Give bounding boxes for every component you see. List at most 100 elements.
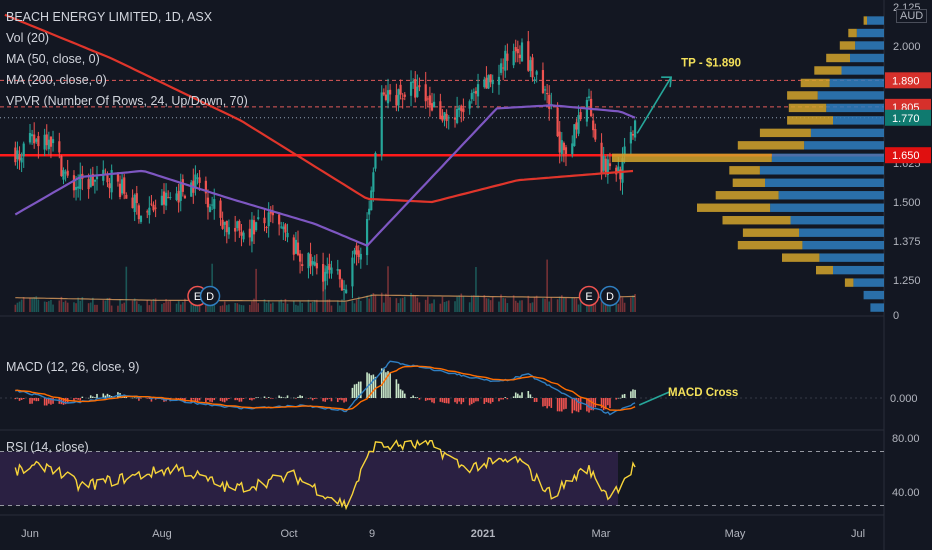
candle-body — [399, 84, 402, 95]
candle-body — [468, 101, 471, 109]
vpvr-up-bar — [870, 303, 884, 312]
candle-body — [183, 195, 187, 199]
vpvr-down-bar — [787, 91, 818, 100]
macd-histogram-bar — [454, 398, 456, 403]
volume-bar — [456, 296, 458, 312]
volume-bar — [575, 298, 578, 312]
volume-bar — [77, 297, 79, 312]
volume-bar — [521, 300, 523, 312]
candle-body — [527, 41, 530, 71]
candle-body — [74, 187, 78, 190]
time-tick-label: Mar — [592, 528, 611, 540]
macd-histogram-bar — [527, 390, 530, 398]
volume-bar — [89, 302, 92, 312]
volume-bar — [556, 299, 559, 312]
candle-body — [66, 170, 69, 176]
main-legend: BEACH ENERGY LIMITED, 1D, ASX Vol (20) M… — [6, 7, 248, 112]
volume-bar — [79, 300, 82, 312]
volume-bar — [560, 295, 563, 312]
volume-bar — [110, 305, 113, 312]
candle-body — [355, 245, 358, 255]
macd-histogram-bar — [265, 398, 268, 399]
candle-body — [518, 54, 522, 59]
volume-bar — [73, 302, 75, 312]
candle-body — [265, 227, 268, 229]
candle-body — [600, 142, 603, 174]
candle-body — [154, 207, 157, 209]
macd-histogram-bar — [92, 396, 94, 398]
candle-body — [223, 221, 226, 225]
macd-histogram-bar — [16, 397, 19, 399]
candle-body — [106, 175, 109, 183]
volume-zero-label: 0 — [893, 310, 899, 322]
volume-bar — [234, 302, 236, 312]
macd-histogram-bar — [192, 398, 195, 400]
volume-bar — [383, 302, 385, 312]
candle-body — [43, 134, 46, 150]
volume-bar — [238, 304, 241, 312]
macd-histogram-bar — [504, 397, 507, 398]
macd-histogram-bar — [75, 398, 77, 400]
candle-body — [282, 226, 285, 230]
tp-arrow — [636, 76, 672, 134]
macd-histogram-bar — [502, 398, 504, 400]
candle-body — [623, 146, 626, 155]
volume-bar — [196, 305, 199, 312]
volume-bar — [527, 295, 530, 312]
candle-body — [263, 217, 266, 224]
volume-bar — [514, 300, 517, 312]
volume-bar — [617, 303, 620, 312]
candle-body — [447, 117, 450, 119]
candle-body — [504, 50, 507, 71]
candle-body — [225, 220, 228, 233]
candle-body — [87, 179, 90, 190]
macd-histogram-bar — [102, 393, 105, 398]
candle-body — [162, 191, 166, 205]
volume-bar — [184, 298, 186, 312]
volume-bar — [573, 298, 576, 312]
volume-bar — [207, 305, 209, 312]
candle-body — [206, 197, 210, 208]
candle-body — [418, 85, 421, 88]
volume-bar — [397, 303, 400, 312]
vpvr-up-bar — [850, 53, 884, 63]
volume-bar — [96, 304, 98, 312]
macd-legend: MACD (12, 26, close, 9) — [6, 357, 139, 378]
volume-bar — [37, 299, 40, 312]
macd-histogram-bar — [240, 398, 243, 402]
macd-histogram-bar — [600, 398, 603, 409]
volume-bar — [533, 296, 536, 312]
candle-body — [571, 143, 574, 155]
volume-bar — [357, 296, 360, 312]
candle-body — [579, 112, 582, 120]
volume-bar — [284, 298, 287, 312]
macd-histogram-bar — [330, 398, 333, 402]
volume-bar — [424, 299, 427, 312]
macd-histogram-bar — [560, 398, 563, 412]
volume-bar — [140, 305, 142, 312]
macd-histogram-bar — [140, 398, 142, 399]
macd-arrow — [638, 391, 670, 406]
candle-body — [590, 98, 593, 117]
volume-bar — [175, 303, 178, 312]
candle-body — [37, 136, 40, 147]
candle-body — [58, 141, 61, 153]
volume-bar — [485, 298, 488, 312]
candle-body — [146, 211, 149, 213]
volume-bar — [154, 298, 157, 312]
macd-histogram-bar — [498, 398, 500, 402]
candle-body — [533, 79, 536, 81]
volume-bar — [29, 298, 31, 312]
volume-bar — [565, 297, 567, 312]
volume-bar — [550, 297, 553, 312]
volume-bar — [535, 295, 538, 312]
candle-body — [602, 155, 605, 171]
macd-histogram-bar — [307, 398, 310, 399]
macd-histogram-bar — [135, 397, 138, 399]
macd-histogram-bar — [485, 398, 488, 403]
macd-histogram-bar — [198, 398, 201, 401]
macd-histogram-bar — [512, 396, 515, 398]
candle-body — [238, 220, 241, 231]
candle-body — [14, 147, 17, 163]
candle-body — [219, 200, 222, 218]
